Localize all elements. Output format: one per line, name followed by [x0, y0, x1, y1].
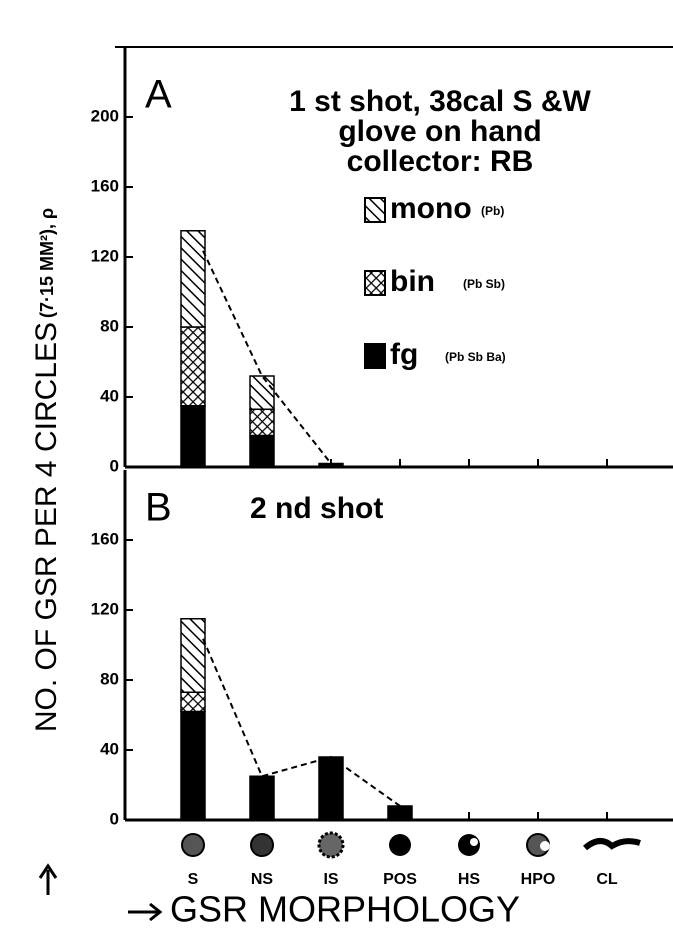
- x-axis-label: GSR MORPHOLOGY: [170, 889, 520, 930]
- annotation: glove on hand: [338, 115, 541, 148]
- x-tick-label: NS: [251, 871, 274, 888]
- y-tick-label: 40: [100, 739, 119, 758]
- bar-segment: [249, 775, 275, 821]
- legend-swatch: [364, 343, 386, 369]
- y-label-unit: (7·15 MM²), ρ: [37, 208, 57, 318]
- x-arrow: [128, 902, 163, 922]
- bar-segment: [249, 434, 275, 468]
- bar-segment: [318, 756, 344, 821]
- y-tick-label: 120: [91, 599, 119, 618]
- y-tick-label: 0: [110, 809, 119, 828]
- x-tick-label: HPO: [521, 871, 556, 888]
- trend-line: [202, 250, 332, 465]
- y-tick-label: 40: [100, 386, 119, 405]
- y-tick-label: 200: [91, 106, 119, 125]
- panel-label: B: [145, 486, 172, 530]
- y-label: NO. OF GSR PER 4 CIRCLES: [30, 322, 63, 732]
- x-tick-label: HS: [458, 871, 481, 888]
- bar-segment: [249, 408, 275, 437]
- bar-segment: [249, 375, 275, 410]
- y-tick-label: 0: [110, 456, 119, 475]
- legend-note: (Pb Sb Ba): [445, 350, 506, 364]
- trend-line: [202, 638, 401, 807]
- legend-label: mono: [390, 192, 472, 225]
- y-tick-label: 160: [91, 529, 119, 548]
- x-tick-label: POS: [383, 871, 417, 888]
- category-icons: [181, 831, 641, 859]
- y-tick-label: 120: [91, 246, 119, 265]
- annotation: collector: RB: [347, 145, 534, 178]
- bar-segment: [180, 405, 206, 468]
- legend-label: bin: [390, 265, 435, 298]
- legend-swatch: [364, 270, 386, 296]
- x-tick-label: S: [188, 871, 199, 888]
- x-tick-label: CL: [596, 871, 618, 888]
- bar-segment: [387, 805, 413, 821]
- bar-segment: [318, 462, 344, 468]
- bar-segment: [180, 710, 206, 821]
- bar-segment: [180, 618, 206, 693]
- x-tick-label: IS: [323, 871, 338, 888]
- y-tick-label: 80: [100, 669, 119, 688]
- legend-swatch: [364, 197, 386, 223]
- y-arrow: [38, 863, 58, 895]
- panel-label: A: [145, 73, 172, 117]
- bar-segment: [180, 230, 206, 328]
- y-tick-label: 80: [100, 316, 119, 335]
- y-tick-label: 160: [91, 176, 119, 195]
- legend-label: fg: [390, 338, 418, 371]
- y-axis-label: NO. OF GSR PER 4 CIRCLES (7·15 MM²), ρ: [30, 208, 63, 732]
- annotation: 1 st shot, 38cal S &W: [289, 85, 591, 118]
- legend-note: (Pb): [481, 204, 504, 218]
- bar-segment: [180, 326, 206, 407]
- bar-segment: [180, 691, 206, 713]
- annotation: 2 nd shot: [250, 492, 383, 525]
- legend-note: (Pb Sb): [463, 277, 505, 291]
